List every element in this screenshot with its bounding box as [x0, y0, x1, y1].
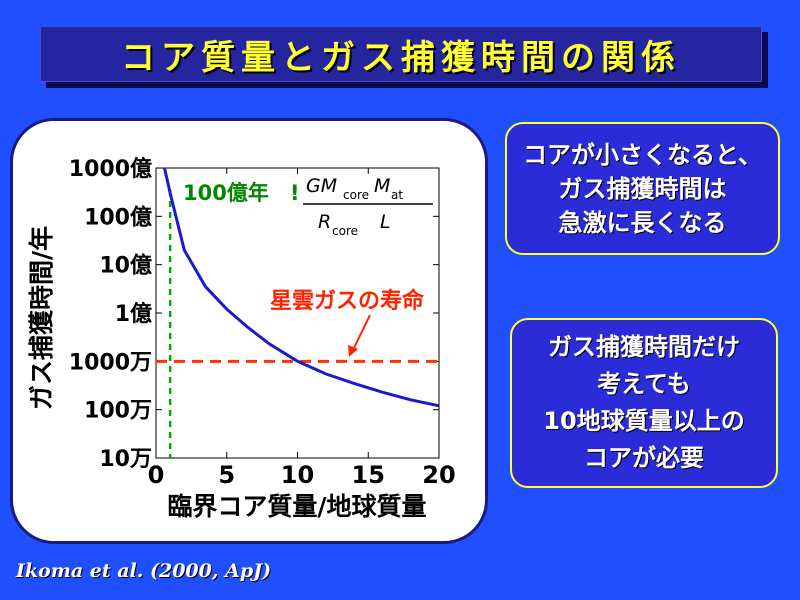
slide-title: コア質量とガス捕獲時間の関係 — [121, 37, 681, 78]
chart-panel — [10, 118, 488, 544]
citation: Ikoma et al. (2000, ApJ) — [16, 560, 272, 582]
callout-line: ガス捕獲時間は — [558, 174, 727, 203]
callout-ten-earth-mass: ガス捕獲時間だけ 考えても 10地球質量以上の コアが必要 — [510, 318, 778, 488]
callout-line: 10地球質量以上の — [543, 407, 745, 435]
callout-line: ガス捕獲時間だけ — [548, 333, 740, 361]
callout-line: コアが小さくなると、 — [522, 140, 763, 169]
callout-line: 急激に長くなる — [558, 208, 727, 237]
callout-small-core: コアが小さくなると、 ガス捕獲時間は 急激に長くなる — [505, 122, 780, 255]
callout-line: コアが必要 — [584, 444, 704, 472]
callout-line: 考えても — [597, 370, 691, 398]
title-bar: コア質量とガス捕獲時間の関係 — [40, 26, 762, 82]
